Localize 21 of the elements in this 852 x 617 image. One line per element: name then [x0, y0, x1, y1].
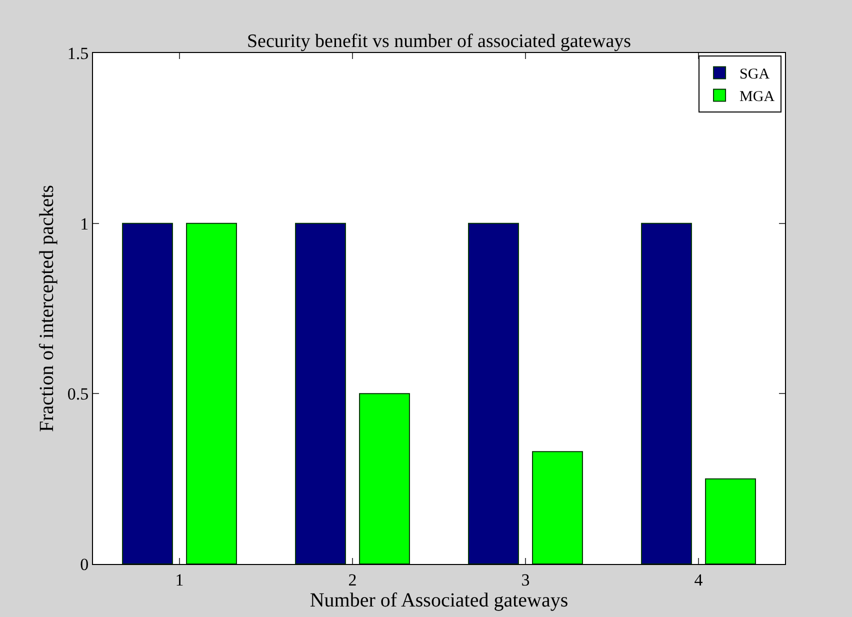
x-tick-label: 2	[348, 570, 357, 590]
bar	[359, 393, 410, 564]
bar	[186, 222, 237, 564]
x-tick-label: 1	[175, 570, 184, 590]
y-axis-title: Fraction of intercepted packets	[36, 184, 58, 432]
bar	[295, 222, 346, 564]
x-tick-label: 3	[521, 570, 530, 590]
chart-title: Security benefit vs number of associated gateways	[246, 31, 632, 52]
y-tick-label: 0	[80, 554, 89, 574]
bar	[122, 222, 173, 564]
y-tick-label: 1.5	[67, 44, 89, 63]
bar	[532, 451, 583, 564]
x-tick-label: 4	[694, 570, 704, 590]
x-axis-title: Number of Associated gateways	[310, 589, 568, 612]
bar	[705, 478, 756, 564]
y-tick-label: 1	[80, 214, 89, 234]
y-tick-label: 0.5	[67, 384, 89, 404]
legend-label: SGA	[740, 66, 770, 83]
bar	[468, 222, 519, 564]
legend-label: MGA	[740, 89, 775, 106]
bar	[641, 222, 692, 564]
